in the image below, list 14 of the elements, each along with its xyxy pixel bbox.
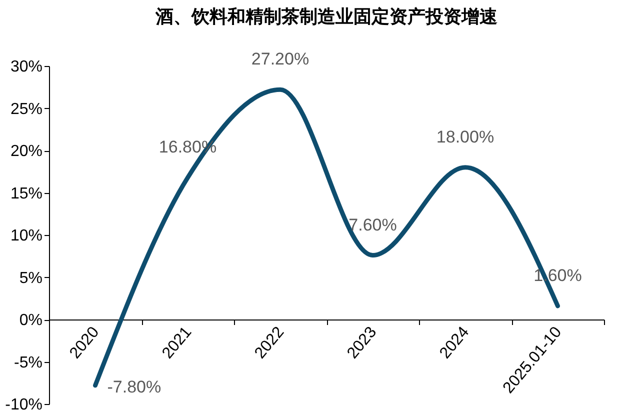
y-tick-label: -10% xyxy=(5,396,42,414)
y-tick-label: 0% xyxy=(19,312,42,329)
y-tick-label: 10% xyxy=(10,228,42,244)
y-tick-label: 5% xyxy=(19,270,42,287)
y-tick-label: 30% xyxy=(10,58,42,76)
data-label: 7.60% xyxy=(348,215,397,234)
data-label: 27.20% xyxy=(251,50,310,69)
y-tick-label: 15% xyxy=(10,185,42,202)
y-tick-label: -5% xyxy=(14,354,42,372)
y-tick-label: 25% xyxy=(10,100,42,118)
y-tick-label: 20% xyxy=(10,143,42,160)
data-label: 18.00% xyxy=(436,127,494,146)
chart-title: 酒、饮料和精制茶制造业固定资产投资增速 xyxy=(154,6,498,27)
data-label: -7.80% xyxy=(107,377,162,396)
